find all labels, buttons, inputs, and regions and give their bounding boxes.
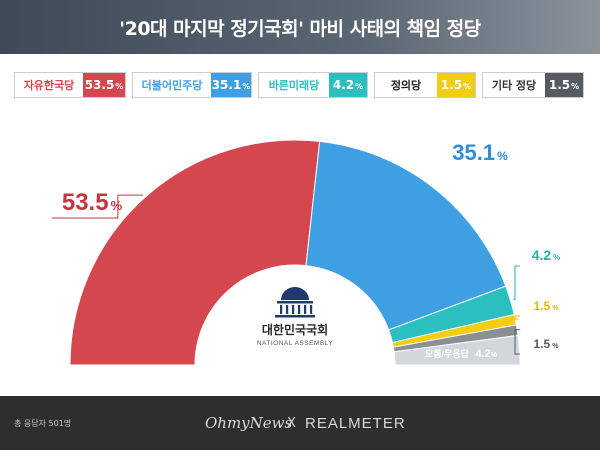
arc-segment-2 <box>305 140 507 331</box>
logo-shape <box>310 305 313 314</box>
chart: 53.5 % 35.1 % 4.2 % 1.5 % 1.5 % 모름/무응답 4.2% 대한민국국회 N… <box>52 139 561 366</box>
legend-value: 1.5% <box>437 73 475 97</box>
assembly-sub: NATIONAL ASSEMBLY <box>257 340 333 347</box>
legend-party-name: 자유한국당 <box>23 79 75 92</box>
legend-party-name: 바른미래당 <box>268 79 320 92</box>
arc-segment-6 <box>393 334 521 366</box>
arc-segment-1 <box>69 139 321 366</box>
data-label-2: 35.1% <box>452 140 508 165</box>
data-label-5: 1.5% <box>534 337 560 351</box>
logo-shape <box>292 305 295 314</box>
data-label-1: 53.5% <box>62 189 123 216</box>
realmeter-logo: REALMETER <box>305 414 406 432</box>
footer: 총 응답자 501명 OhmyNews X REALMETER <box>0 396 600 450</box>
legend-value: 1.5% <box>545 73 583 97</box>
logo-shape <box>280 305 283 314</box>
page-title: '20대 마지막 정기국회' 마비 사태의 책임 정당 <box>119 17 481 40</box>
logo-shape <box>298 305 301 314</box>
legend-value: 53.5% <box>83 73 125 97</box>
data-label-3: 4.2% <box>532 247 561 263</box>
no-answer-label: 모름/무응답 4.2% <box>425 348 498 360</box>
legend-party-name: 더불어민주당 <box>141 79 203 92</box>
logo-shape <box>275 315 315 318</box>
logo-shape <box>286 305 289 314</box>
legend-item-1: 자유한국당 53.5% <box>14 72 126 98</box>
legend: 자유한국당 53.5% 더불어민주당 35.1% 바른미래당 4.2% 정의당 1.5% 기타 … <box>14 72 586 98</box>
leader-line-1 <box>52 194 143 219</box>
legend-value: 4.2% <box>329 73 367 97</box>
leader-line-5 <box>514 329 521 355</box>
brand-separator: X <box>287 415 296 431</box>
ohmynews-logo: OhmyNews <box>205 414 293 432</box>
legend-value: 35.1% <box>211 73 251 97</box>
assembly-name: 대한민국국회 <box>262 322 328 337</box>
legend-item-2: 더불어민주당 35.1% <box>132 72 252 98</box>
legend-item-3: 바른미래당 4.2% <box>258 72 368 98</box>
header: '20대 마지막 정기국회' 마비 사태의 책임 정당 <box>0 0 600 54</box>
logo-shape <box>281 287 309 300</box>
legend-party-name: 정의당 <box>390 79 422 92</box>
leader-line-3 <box>513 265 520 300</box>
logo-shape <box>304 305 307 314</box>
respondent-count: 총 응답자 501명 <box>14 418 72 428</box>
legend-item-4: 정의당 1.5% <box>374 72 476 98</box>
data-label-4: 1.5% <box>534 299 560 313</box>
legend-item-5: 기타 정당 1.5% <box>482 72 584 98</box>
leader-line-4 <box>514 315 520 320</box>
legend-party-name: 기타 정당 <box>491 79 537 92</box>
logo-shape <box>277 301 313 304</box>
national-assembly-icon <box>275 287 315 318</box>
